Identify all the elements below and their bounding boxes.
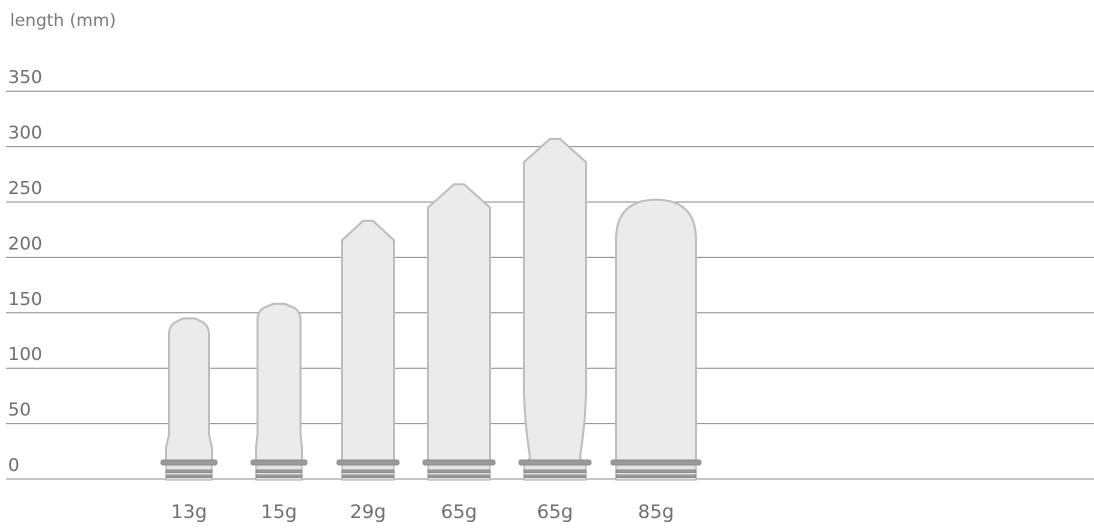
x-tick-label: 85g bbox=[638, 501, 674, 523]
preform-body bbox=[615, 198, 697, 463]
preform-support-ring bbox=[422, 459, 496, 466]
preform-thread bbox=[341, 469, 395, 473]
preform-support-ring bbox=[518, 459, 592, 466]
y-tick-label: 200 bbox=[8, 233, 42, 254]
preform-bar bbox=[610, 198, 702, 481]
y-tick-label: 100 bbox=[8, 344, 42, 365]
preform-bar bbox=[250, 302, 308, 481]
preform-thread bbox=[615, 469, 697, 473]
preform-thread bbox=[427, 469, 491, 473]
x-tick-labels: 13g 15g 29g 65g 65g 85g bbox=[171, 501, 674, 523]
y-tick-label: 350 bbox=[8, 67, 42, 88]
preform-bars bbox=[160, 137, 702, 481]
preform-support-ring bbox=[336, 459, 400, 466]
preform-support-ring bbox=[160, 459, 218, 466]
preform-support-ring bbox=[610, 459, 702, 466]
y-tick-label: 0 bbox=[8, 455, 19, 476]
x-tick-label: 13g bbox=[171, 501, 207, 523]
x-tick-label: 65g bbox=[441, 501, 477, 523]
y-tick-label: 50 bbox=[8, 400, 31, 421]
preform-thread bbox=[165, 469, 213, 473]
preform-thread bbox=[255, 474, 303, 478]
preform-thread bbox=[165, 474, 213, 478]
y-tick-label: 150 bbox=[8, 289, 42, 310]
preform-thread bbox=[341, 474, 395, 478]
preform-bar bbox=[160, 317, 218, 481]
preform-bar bbox=[518, 137, 592, 481]
x-tick-label: 29g bbox=[350, 501, 386, 523]
x-tick-label: 65g bbox=[537, 501, 573, 523]
preform-support-ring bbox=[250, 459, 308, 466]
preform-body bbox=[165, 317, 213, 463]
preform-thread bbox=[427, 474, 491, 478]
preform-body bbox=[522, 137, 588, 463]
preform-bar bbox=[422, 183, 496, 481]
preform-thread bbox=[255, 469, 303, 473]
x-tick-label: 15g bbox=[261, 501, 297, 523]
preform-thread bbox=[523, 474, 587, 478]
preform-body bbox=[341, 219, 395, 463]
preform-body bbox=[427, 183, 491, 463]
y-tick-label: 300 bbox=[8, 123, 42, 144]
preform-thread bbox=[615, 474, 697, 478]
y-tick-labels: 0 50 100 150 200 250 300 350 bbox=[8, 67, 42, 476]
y-tick-label: 250 bbox=[8, 178, 42, 199]
preform-thread bbox=[523, 469, 587, 473]
preform-bar bbox=[336, 219, 400, 481]
y-axis-title: length (mm) bbox=[10, 11, 116, 31]
preform-body bbox=[255, 302, 303, 463]
